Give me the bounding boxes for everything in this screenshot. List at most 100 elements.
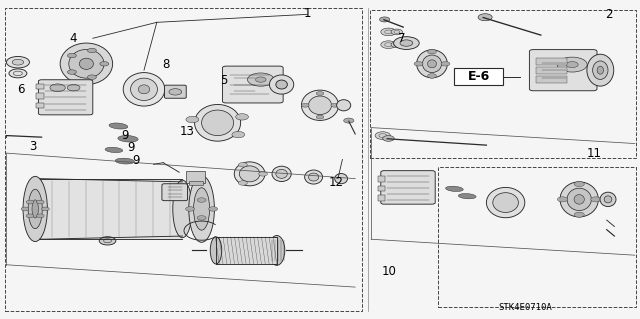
Bar: [536, 58, 567, 65]
Circle shape: [186, 116, 199, 123]
FancyBboxPatch shape: [38, 80, 93, 115]
Ellipse shape: [109, 123, 128, 129]
Circle shape: [316, 115, 324, 119]
Ellipse shape: [604, 196, 612, 203]
Ellipse shape: [422, 55, 442, 73]
Circle shape: [88, 75, 97, 79]
Ellipse shape: [115, 158, 134, 164]
Circle shape: [236, 114, 248, 120]
Circle shape: [36, 200, 44, 204]
Ellipse shape: [269, 235, 285, 265]
Ellipse shape: [28, 189, 42, 229]
Circle shape: [381, 41, 396, 48]
Bar: [378, 186, 385, 191]
Circle shape: [9, 69, 27, 78]
Ellipse shape: [428, 60, 436, 68]
Text: 9: 9: [121, 129, 129, 142]
FancyBboxPatch shape: [223, 66, 283, 103]
Bar: [40, 179, 182, 239]
Ellipse shape: [587, 54, 614, 86]
Bar: [36, 84, 44, 89]
Ellipse shape: [23, 176, 47, 241]
Ellipse shape: [458, 194, 476, 199]
Ellipse shape: [202, 110, 234, 136]
Ellipse shape: [567, 188, 591, 211]
Text: 12: 12: [328, 176, 344, 189]
Circle shape: [391, 42, 403, 48]
FancyBboxPatch shape: [529, 49, 597, 91]
Ellipse shape: [138, 85, 150, 94]
Circle shape: [428, 49, 436, 54]
Text: E-6: E-6: [468, 70, 490, 83]
Bar: [454, 68, 503, 85]
Circle shape: [186, 207, 195, 211]
Ellipse shape: [272, 166, 291, 182]
Circle shape: [383, 136, 394, 141]
Circle shape: [566, 62, 578, 68]
Bar: [36, 93, 44, 99]
Ellipse shape: [335, 174, 348, 184]
Ellipse shape: [337, 100, 351, 111]
Text: 5: 5: [220, 74, 228, 87]
Circle shape: [344, 118, 354, 123]
Ellipse shape: [239, 166, 260, 182]
Ellipse shape: [32, 200, 38, 218]
Ellipse shape: [210, 237, 222, 264]
Ellipse shape: [123, 73, 165, 106]
Bar: [438, 167, 636, 307]
Circle shape: [6, 56, 29, 68]
Text: 10: 10: [381, 265, 397, 278]
Bar: [216, 237, 276, 264]
Ellipse shape: [417, 50, 447, 78]
Ellipse shape: [131, 78, 157, 100]
Circle shape: [331, 103, 339, 107]
Circle shape: [557, 57, 587, 72]
Ellipse shape: [189, 175, 214, 242]
Circle shape: [391, 29, 403, 35]
Text: 3: 3: [29, 140, 37, 152]
Ellipse shape: [486, 188, 525, 218]
Circle shape: [574, 212, 584, 217]
FancyBboxPatch shape: [164, 85, 186, 98]
Ellipse shape: [79, 58, 93, 70]
Bar: [36, 103, 44, 108]
Ellipse shape: [445, 186, 463, 191]
Ellipse shape: [308, 173, 319, 181]
Ellipse shape: [305, 170, 323, 184]
Text: 4: 4: [70, 33, 77, 45]
Ellipse shape: [493, 193, 518, 212]
Circle shape: [197, 198, 206, 202]
Bar: [378, 176, 385, 182]
Circle shape: [239, 181, 248, 185]
Bar: [378, 195, 385, 201]
Circle shape: [414, 62, 423, 66]
Circle shape: [375, 132, 390, 139]
Circle shape: [67, 70, 76, 74]
Circle shape: [99, 237, 116, 245]
Text: 9: 9: [132, 154, 140, 167]
Circle shape: [381, 28, 396, 36]
Ellipse shape: [301, 90, 339, 121]
Ellipse shape: [600, 192, 616, 207]
Ellipse shape: [574, 195, 584, 204]
Circle shape: [209, 207, 218, 211]
Circle shape: [232, 131, 244, 138]
Circle shape: [12, 59, 24, 65]
Ellipse shape: [560, 182, 598, 217]
Circle shape: [394, 37, 419, 49]
Ellipse shape: [593, 61, 608, 79]
Text: STK4E0710A: STK4E0710A: [498, 303, 552, 312]
Ellipse shape: [597, 66, 604, 74]
Text: 9: 9: [127, 141, 135, 154]
FancyBboxPatch shape: [162, 184, 188, 201]
Circle shape: [239, 162, 248, 167]
Bar: [370, 10, 636, 158]
Ellipse shape: [105, 147, 123, 152]
Circle shape: [301, 103, 309, 107]
Circle shape: [380, 17, 390, 22]
Ellipse shape: [69, 49, 104, 78]
Ellipse shape: [173, 180, 192, 238]
Circle shape: [36, 214, 44, 218]
Circle shape: [441, 62, 450, 66]
Circle shape: [316, 92, 324, 95]
